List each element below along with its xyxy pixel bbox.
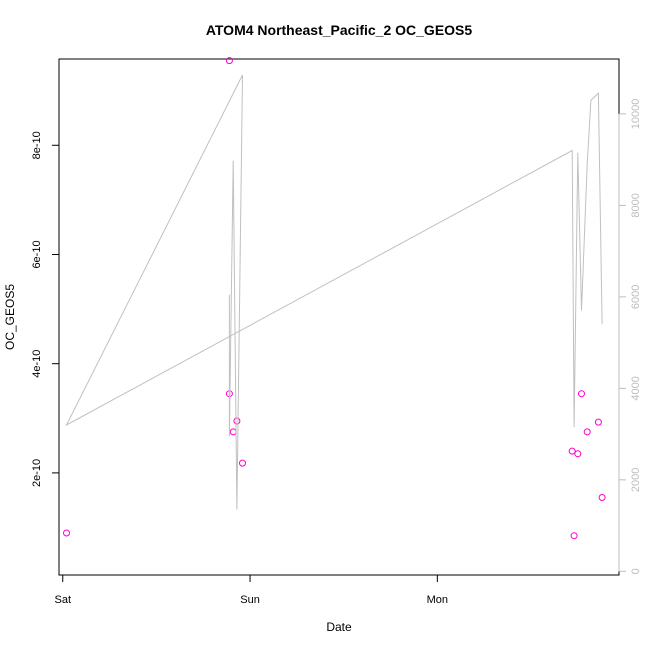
x-tick-label: Sun — [240, 594, 260, 606]
data-point — [583, 428, 591, 436]
data-point — [225, 57, 233, 65]
data-point — [570, 532, 578, 540]
y-tick-label: 4e-10 — [31, 350, 43, 378]
y-axis-right: 0 2000 4000 6000 8000 10000 — [618, 99, 642, 574]
plot-frame — [58, 58, 620, 576]
data-point — [594, 418, 602, 426]
data-point — [233, 417, 241, 425]
y2-tick-label: 8000 — [630, 193, 642, 217]
y-axis-label: OC_GEOS5 — [3, 284, 17, 350]
data-point — [574, 450, 582, 458]
x-tick-label: Sat — [54, 594, 71, 606]
y2-tick-label: 10000 — [630, 99, 642, 130]
y2-tick-label: 6000 — [630, 285, 642, 309]
chart-title: ATOM4 Northeast_Pacific_2 OC_GEOS5 — [206, 22, 473, 38]
series-layer — [63, 57, 606, 540]
x-axis: Sat Sun Mon — [54, 574, 448, 606]
data-point — [598, 494, 606, 501]
y-tick-label: 2e-10 — [31, 459, 43, 487]
y-tick-label: 8e-10 — [31, 131, 43, 159]
series-line — [65, 74, 603, 510]
y-tick-label: 6e-10 — [31, 240, 43, 268]
y2-tick-label: 0 — [630, 568, 642, 574]
x-tick-label: Mon — [427, 594, 448, 606]
x-axis-label: Date — [326, 620, 352, 634]
data-point — [568, 447, 576, 455]
y2-tick-label: 2000 — [630, 468, 642, 492]
data-point — [63, 529, 70, 537]
data-point — [578, 390, 585, 398]
y-axis-left: 2e-10 4e-10 6e-10 8e-10 — [31, 131, 60, 487]
data-point — [229, 428, 237, 436]
data-point — [239, 459, 246, 467]
y2-tick-label: 4000 — [630, 376, 642, 400]
